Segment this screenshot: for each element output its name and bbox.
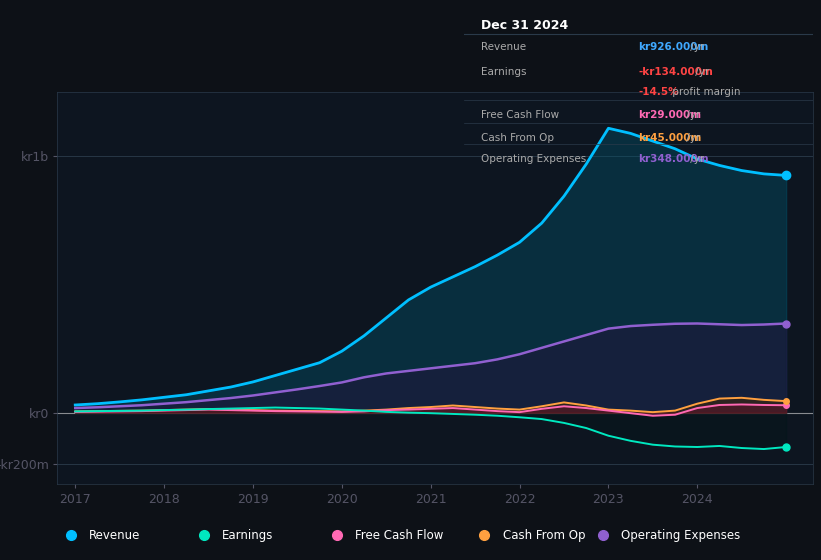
Text: /yr: /yr — [687, 154, 704, 164]
Text: Free Cash Flow: Free Cash Flow — [481, 110, 559, 120]
Text: Operating Expenses: Operating Expenses — [481, 154, 586, 164]
Text: Revenue: Revenue — [481, 42, 526, 52]
Text: Earnings: Earnings — [481, 67, 527, 77]
Text: /yr: /yr — [692, 67, 709, 77]
Text: /yr: /yr — [682, 110, 699, 120]
Text: /yr: /yr — [687, 42, 704, 52]
Text: Cash From Op: Cash From Op — [481, 133, 554, 143]
Text: /yr: /yr — [682, 133, 699, 143]
Text: kr29.000m: kr29.000m — [639, 110, 701, 120]
Text: profit margin: profit margin — [669, 86, 741, 96]
Text: Earnings: Earnings — [222, 529, 273, 542]
Text: Free Cash Flow: Free Cash Flow — [355, 529, 443, 542]
Text: Operating Expenses: Operating Expenses — [621, 529, 741, 542]
Text: Dec 31 2024: Dec 31 2024 — [481, 19, 569, 32]
Text: kr348.000m: kr348.000m — [639, 154, 709, 164]
Text: kr926.000m: kr926.000m — [639, 42, 709, 52]
Text: Cash From Op: Cash From Op — [502, 529, 585, 542]
Text: kr45.000m: kr45.000m — [639, 133, 702, 143]
Text: Revenue: Revenue — [89, 529, 140, 542]
Text: -14.5%: -14.5% — [639, 86, 679, 96]
Text: -kr134.000m: -kr134.000m — [639, 67, 713, 77]
